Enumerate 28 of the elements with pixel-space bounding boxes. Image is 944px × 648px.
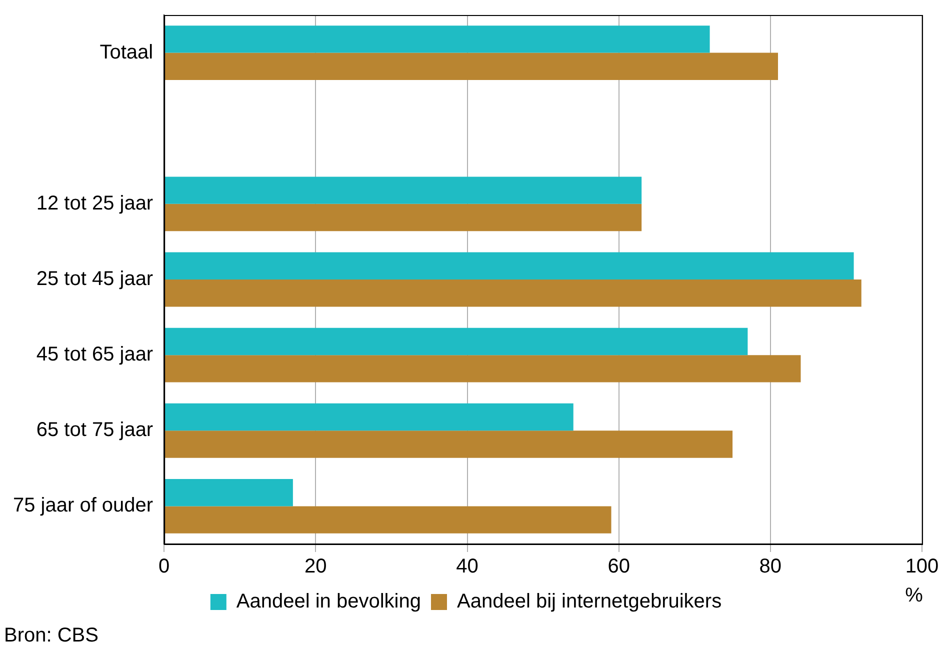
bar — [164, 52, 778, 80]
bar — [164, 26, 710, 53]
x-tick-label: 40 — [456, 556, 478, 578]
legend-label: Aandeel in bevolking — [236, 590, 421, 613]
bar — [164, 479, 293, 506]
bar — [164, 355, 801, 382]
y-tick-label: Totaal — [100, 41, 154, 64]
bar — [164, 403, 574, 431]
y-tick-label: 12 tot 25 jaar — [36, 192, 154, 214]
x-tick-label: 100 — [905, 556, 939, 578]
bar — [164, 430, 733, 458]
legend-label: Aandeel bij internetgebruikers — [456, 590, 722, 613]
y-tick-label: 65 tot 75 jaar — [36, 419, 154, 442]
x-tick-label: 0 — [158, 556, 170, 578]
y-tick-label: 75 jaar of ouder — [12, 494, 154, 517]
x-tick-label: 60 — [608, 556, 630, 578]
bar — [164, 252, 854, 280]
x-tick-label: 20 — [304, 556, 327, 578]
x-tick-label: 80 — [759, 556, 782, 578]
y-tick-label: 45 tot 65 jaar — [36, 344, 154, 366]
bar — [164, 328, 748, 356]
bar — [164, 280, 862, 307]
bar — [164, 506, 612, 534]
y-tick-label: 25 tot 45 jaar — [36, 268, 154, 290]
bar — [164, 176, 642, 204]
text: Bron: CBS — [4, 624, 98, 647]
bar — [164, 204, 642, 232]
x-axis-title: % — [905, 584, 924, 607]
